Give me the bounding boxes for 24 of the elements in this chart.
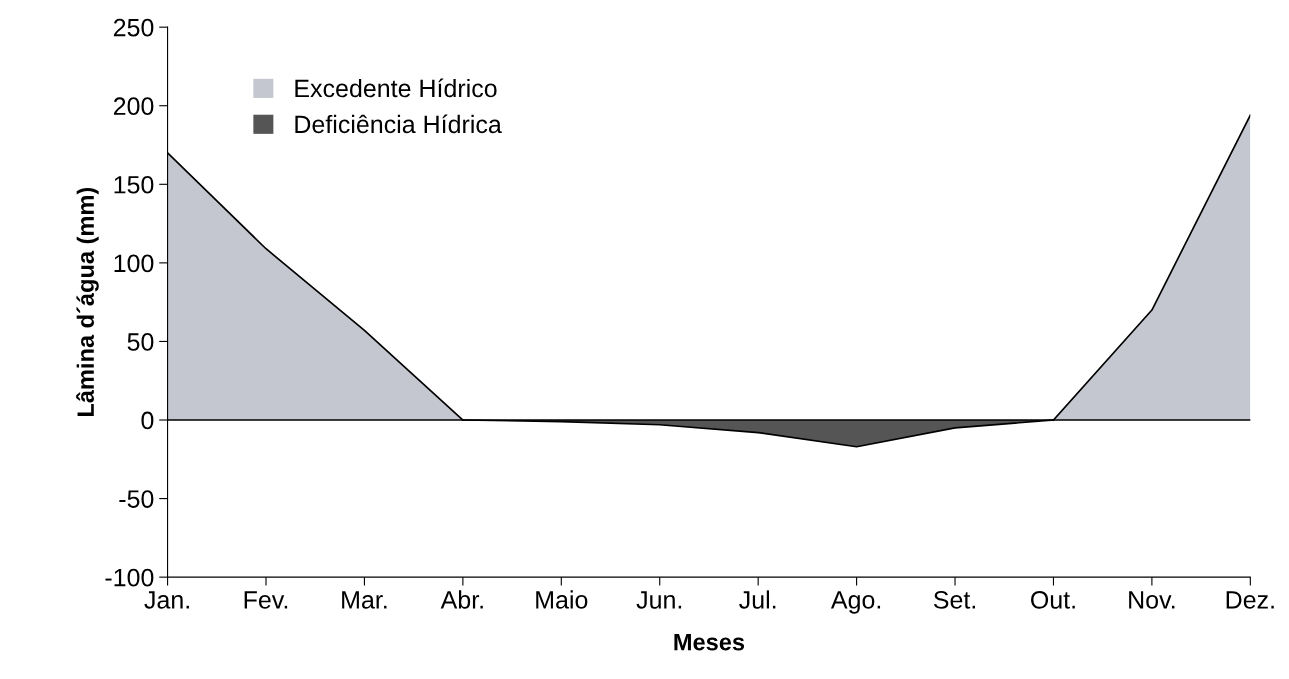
x-tick-label: Fev. — [244, 591, 288, 609]
y-tick-label: 50 — [127, 333, 154, 351]
y-tick-label: 250 — [113, 18, 154, 37]
x-tick-label: Set. — [933, 591, 975, 609]
y-tick-label: 0 — [141, 411, 154, 430]
x-axis-title: Meses — [674, 633, 745, 651]
x-tick-label: Jan. — [144, 591, 189, 609]
y-tick-label: 150 — [114, 175, 154, 194]
x-tick-label: Ago. — [830, 591, 881, 614]
x-tick-label: Dez. — [1226, 591, 1274, 609]
legend-label: Excedente Hídrico — [295, 78, 497, 98]
y-tick-label: -100 — [105, 568, 154, 587]
x-tick-label: Maio — [536, 590, 588, 609]
x-tick-label: Nov. — [1129, 591, 1175, 609]
x-tick-label: Out. — [1031, 591, 1075, 609]
x-tick-label: Mar. — [342, 591, 387, 609]
x-tick-label: Jun. — [636, 591, 682, 609]
y-tick-label: -50 — [119, 490, 154, 508]
y-tick-label: 200 — [113, 97, 154, 116]
y-axis-title: Lâmina d´água (mm) — [76, 187, 99, 417]
x-tick-label: Jul. — [739, 590, 776, 609]
x-tick-label: Abr. — [440, 590, 483, 609]
y-tick-label: 100 — [114, 254, 154, 273]
legend-label: Deficiência Hídrica — [295, 114, 502, 134]
